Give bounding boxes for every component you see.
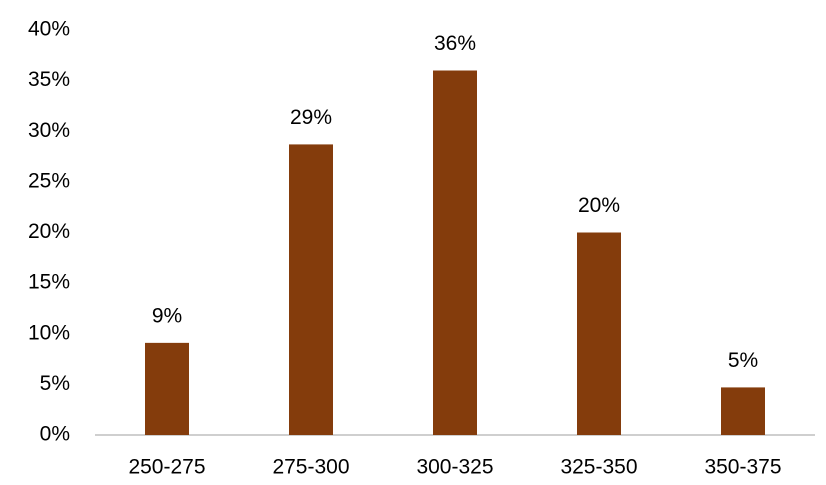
bar [721, 387, 765, 435]
data-label: 29% [290, 106, 332, 129]
bar [145, 342, 189, 435]
x-tick-label: 350-375 [704, 456, 781, 479]
y-tick-label: 25% [28, 169, 70, 192]
y-tick-label: 20% [28, 220, 70, 243]
x-tick-label: 325-350 [560, 456, 637, 479]
x-tick-label: 250-275 [128, 456, 205, 479]
data-label: 20% [578, 194, 620, 217]
y-tick-label: 40% [28, 18, 70, 41]
y-tick-label: 15% [28, 271, 70, 294]
x-tick-label: 275-300 [272, 456, 349, 479]
y-tick-label: 35% [28, 68, 70, 91]
bar [289, 144, 333, 435]
bar [433, 70, 477, 435]
y-tick-label: 5% [40, 372, 70, 395]
y-tick-label: 10% [28, 321, 70, 344]
data-label: 9% [152, 304, 182, 327]
x-tick-label: 300-325 [416, 456, 493, 479]
y-tick-label: 0% [40, 423, 70, 446]
bar [577, 232, 621, 435]
y-tick-label: 30% [28, 119, 70, 142]
data-label: 36% [434, 32, 476, 55]
data-label: 5% [728, 349, 758, 372]
